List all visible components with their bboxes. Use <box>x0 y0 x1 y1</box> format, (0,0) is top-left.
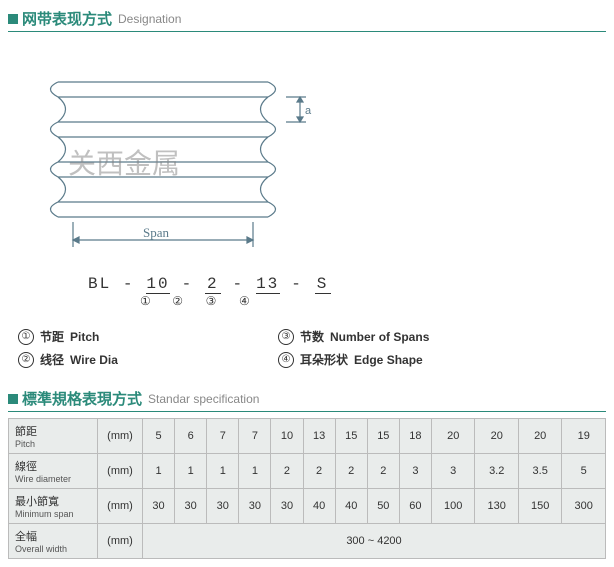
value-cell: 3 <box>399 454 431 489</box>
table-row: 線徑Wire diameter(mm)11112222333.23.55 <box>9 454 606 489</box>
value-cell: 15 <box>367 419 399 454</box>
header-square <box>8 14 18 24</box>
value-cell: 2 <box>367 454 399 489</box>
row-header: 最小節寬Minimum span <box>9 489 98 524</box>
value-cell: 5 <box>143 419 175 454</box>
code-sep: - <box>182 275 194 293</box>
legend: ① 节距 Pitch ③ 节数 Number of Spans ② 线径 Wir… <box>18 328 498 368</box>
value-cell: 3 <box>431 454 474 489</box>
value-cell: 40 <box>303 489 335 524</box>
unit-cell: (mm) <box>98 454 143 489</box>
belt-diagram: a Span 关西金属 <box>38 62 606 255</box>
value-cell: 3.2 <box>475 454 518 489</box>
value-cell: 1 <box>239 454 271 489</box>
value-cell: 300 <box>562 489 606 524</box>
value-cell: 1 <box>143 454 175 489</box>
unit-cell: (mm) <box>98 419 143 454</box>
legend-item: ① 节距 Pitch <box>18 328 238 345</box>
dim-a-label: a <box>305 105 312 117</box>
legend-en: Pitch <box>70 330 99 344</box>
value-cell: 7 <box>239 419 271 454</box>
value-cell: 6 <box>175 419 207 454</box>
row-header: 節距Pitch <box>9 419 98 454</box>
row-header: 全幅Overall width <box>9 524 98 559</box>
value-cell: 3.5 <box>518 454 561 489</box>
legend-zh: 节数 <box>300 328 324 345</box>
value-cell: 2 <box>335 454 367 489</box>
value-cell: 19 <box>562 419 606 454</box>
legend-zh: 线径 <box>40 351 64 368</box>
table-row: 節距Pitch(mm)5677101315151820202019 <box>9 419 606 454</box>
designation-code: BL - 10 - 2 - 13 - S <box>88 275 606 294</box>
code-idx-2: ② <box>167 294 191 308</box>
value-cell: 1 <box>207 454 239 489</box>
value-cell: 20 <box>518 419 561 454</box>
legend-en: Edge Shape <box>354 353 423 367</box>
legend-item: ③ 节数 Number of Spans <box>278 328 498 345</box>
value-cell: 15 <box>335 419 367 454</box>
code-sep: - <box>232 275 244 293</box>
value-cell: 30 <box>207 489 239 524</box>
value-cell: 60 <box>399 489 431 524</box>
code-prefix: BL <box>88 275 111 293</box>
designation-code-indices: ① ② ③ ④ <box>88 294 606 308</box>
value-cell: 1 <box>175 454 207 489</box>
value-cell: 130 <box>475 489 518 524</box>
code-part-1: 10 <box>146 275 170 294</box>
code-sep: - <box>123 275 135 293</box>
code-part-2: 2 <box>205 275 221 294</box>
code-idx-3: ③ <box>196 294 228 308</box>
value-cell: 30 <box>239 489 271 524</box>
value-cell: 2 <box>303 454 335 489</box>
value-cell: 20 <box>431 419 474 454</box>
value-cell: 2 <box>271 454 303 489</box>
designation-title-en: Designation <box>118 12 181 26</box>
value-cell: 13 <box>303 419 335 454</box>
value-cell: 40 <box>335 489 367 524</box>
code-part-3: 13 <box>256 275 280 294</box>
spec-title-en: Standar specification <box>148 392 259 406</box>
designation-title-zh: 网带表现方式 <box>22 8 112 29</box>
span-label: Span <box>143 225 170 240</box>
spec-title-zh: 標準規格表現方式 <box>22 388 142 409</box>
legend-item: ② 线径 Wire Dia <box>18 351 238 368</box>
value-cell: 10 <box>271 419 303 454</box>
legend-zh: 节距 <box>40 328 64 345</box>
value-cell: 7 <box>207 419 239 454</box>
table-row: 最小節寬Minimum span(mm)30303030304040506010… <box>9 489 606 524</box>
legend-zh: 耳朵形状 <box>300 351 348 368</box>
value-cell: 100 <box>431 489 474 524</box>
value-cell: 18 <box>399 419 431 454</box>
code-sep: - <box>291 275 303 293</box>
belt-svg: a Span <box>38 62 318 252</box>
legend-item: ④ 耳朵形状 Edge Shape <box>278 351 498 368</box>
span-value-cell: 300 ~ 4200 <box>143 524 606 559</box>
code-part-4: S <box>315 275 331 294</box>
unit-cell: (mm) <box>98 524 143 559</box>
value-cell: 150 <box>518 489 561 524</box>
table-row: 全幅Overall width(mm)300 ~ 4200 <box>9 524 606 559</box>
legend-idx: ② <box>18 352 34 368</box>
unit-cell: (mm) <box>98 489 143 524</box>
value-cell: 30 <box>175 489 207 524</box>
value-cell: 5 <box>562 454 606 489</box>
legend-idx: ④ <box>278 352 294 368</box>
legend-en: Number of Spans <box>330 330 429 344</box>
spec-header: 標準規格表現方式 Standar specification <box>8 388 606 412</box>
legend-en: Wire Dia <box>70 353 118 367</box>
legend-idx: ③ <box>278 329 294 345</box>
legend-idx: ① <box>18 329 34 345</box>
value-cell: 20 <box>475 419 518 454</box>
value-cell: 30 <box>143 489 175 524</box>
code-idx-4: ④ <box>233 294 257 308</box>
spec-table: 節距Pitch(mm)5677101315151820202019線徑Wire … <box>8 418 606 559</box>
header-square <box>8 394 18 404</box>
designation-header: 网带表现方式 Designation <box>8 8 606 32</box>
value-cell: 50 <box>367 489 399 524</box>
row-header: 線徑Wire diameter <box>9 454 98 489</box>
code-idx-1: ① <box>131 294 161 308</box>
value-cell: 30 <box>271 489 303 524</box>
